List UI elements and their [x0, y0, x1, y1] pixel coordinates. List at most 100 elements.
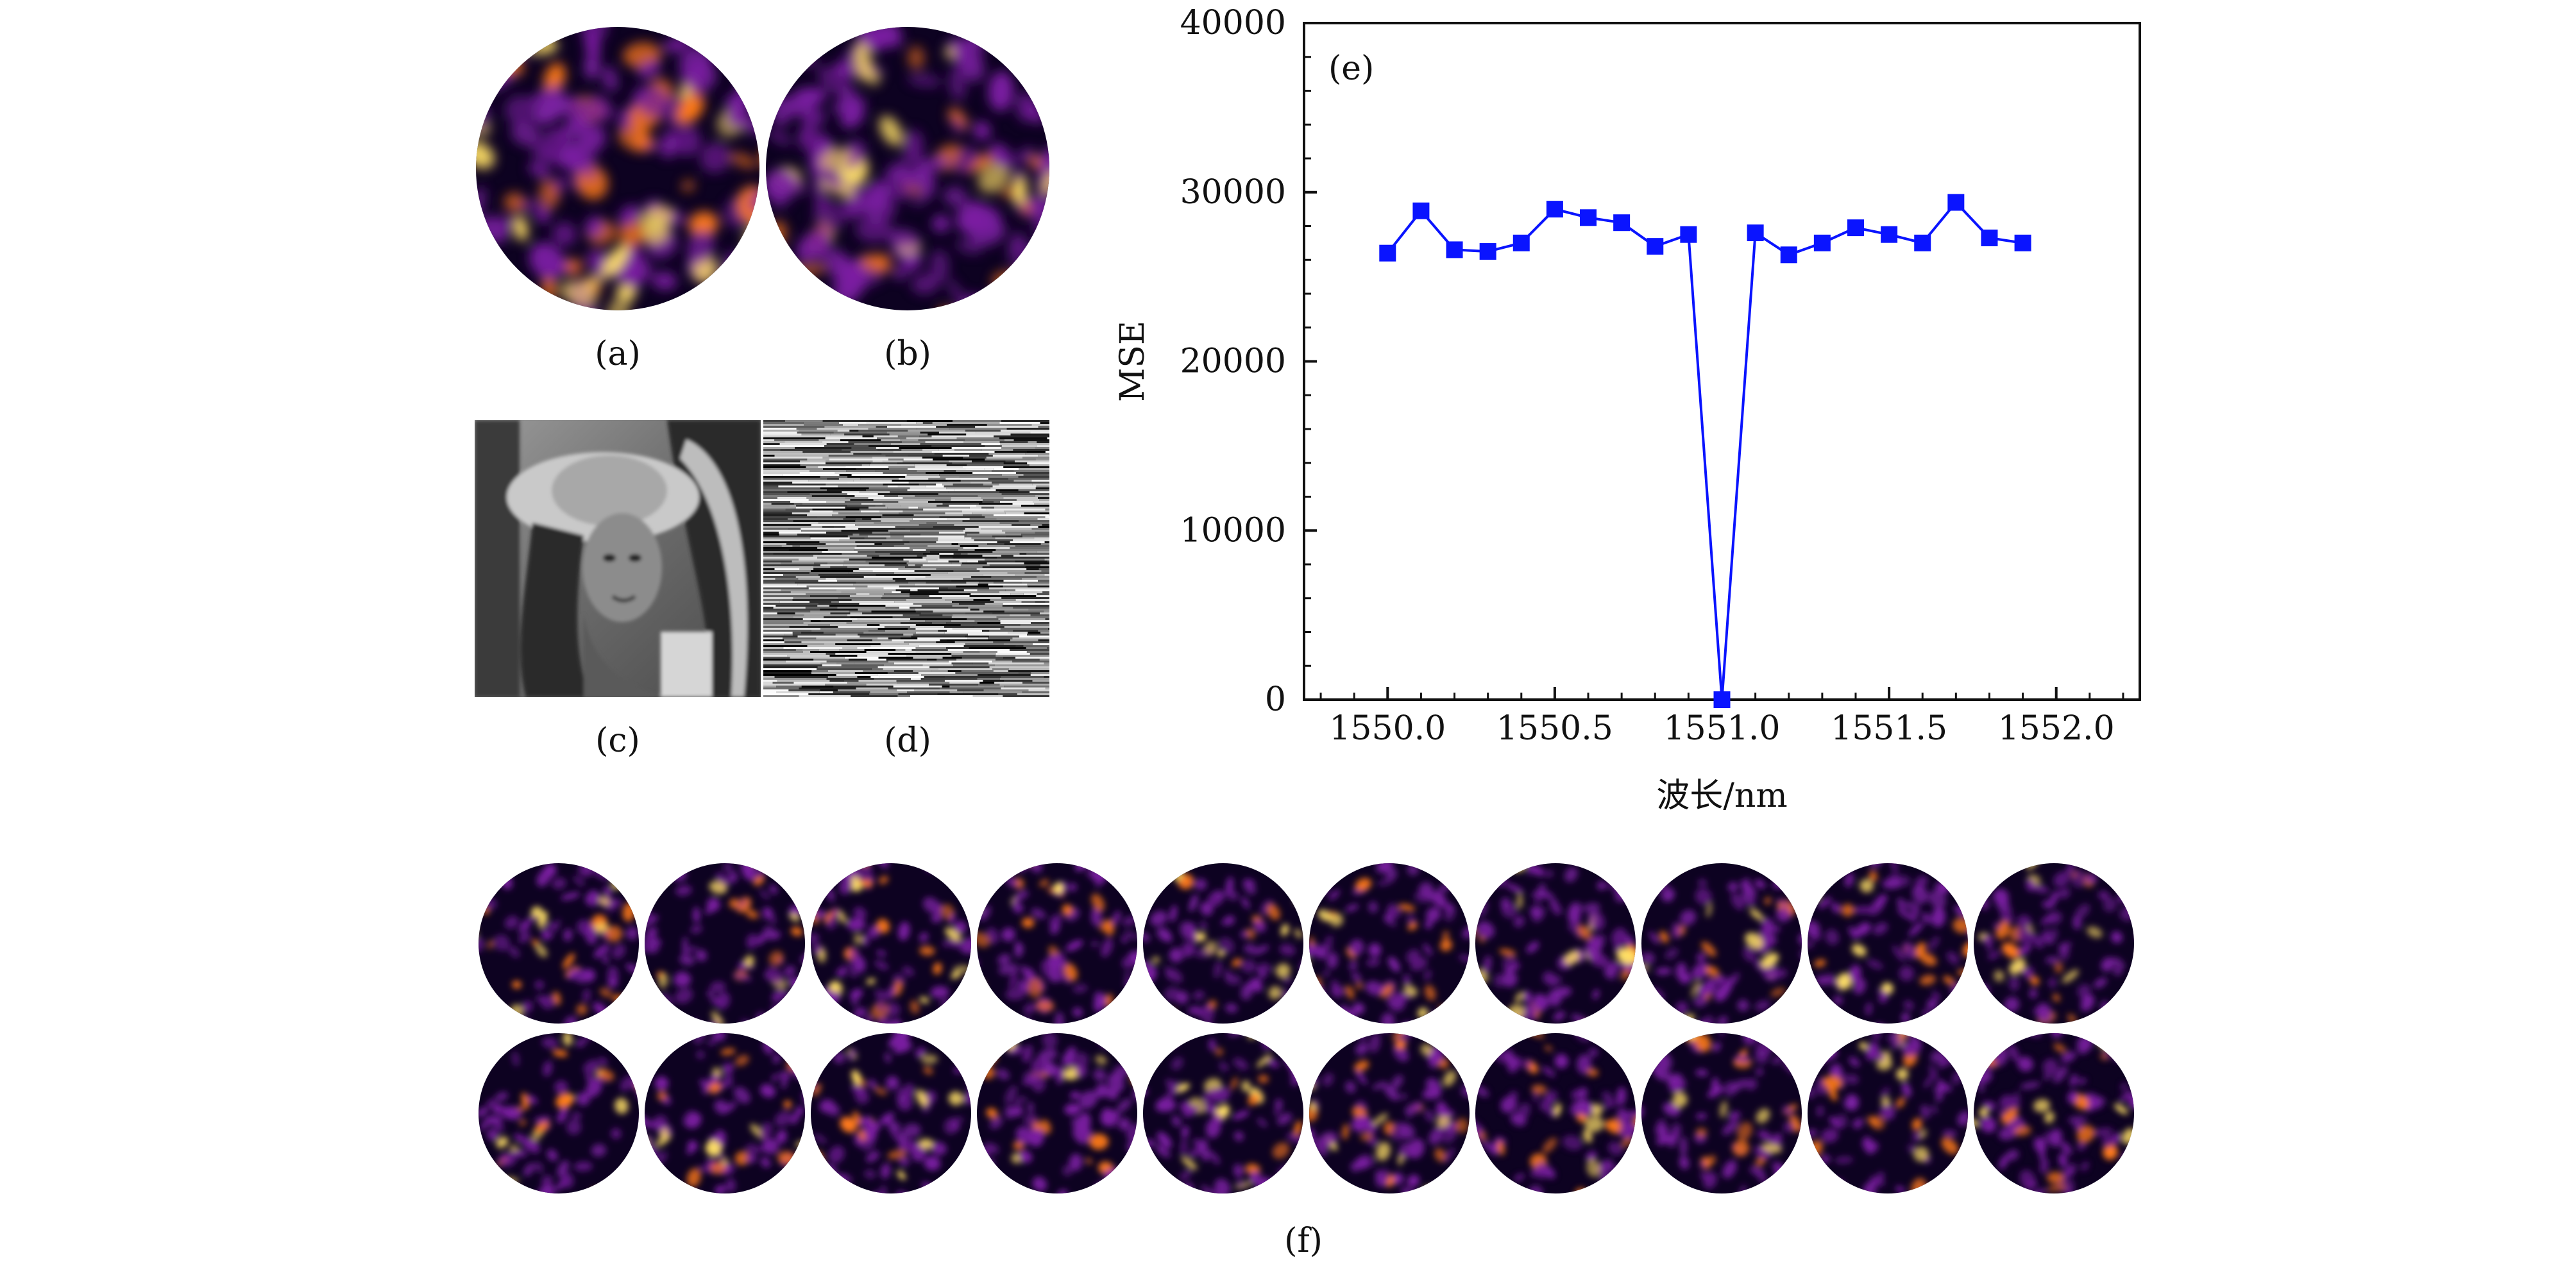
noise-streak: [920, 534, 967, 535]
noise-streak: [844, 657, 879, 659]
speckle-blob: [725, 1178, 736, 1193]
noise-streak: [988, 453, 1026, 455]
speckle-blob: [518, 931, 531, 943]
noise-streak: [902, 539, 938, 541]
speckle-blob: [1028, 1128, 1044, 1147]
noise-streak: [897, 695, 911, 697]
speckle-blob: [1727, 882, 1738, 892]
noise-streak: [915, 624, 961, 626]
noise-streak: [907, 691, 950, 693]
noise-streak: [763, 672, 811, 674]
speckle-blob: [1919, 975, 1936, 986]
speckle-blob: [952, 37, 984, 72]
noise-streak: [858, 609, 915, 611]
speckle-blob: [561, 892, 580, 900]
noise-streak: [946, 422, 1000, 424]
speckle-blob: [1762, 1143, 1782, 1153]
noise-streak: [918, 439, 965, 441]
speckle-blob: [658, 973, 668, 989]
data-point: [1747, 224, 1764, 242]
speckle-blob: [1157, 927, 1172, 941]
noise-streak: [763, 607, 774, 609]
speckle-blob: [874, 960, 889, 970]
noise-streak: [837, 430, 850, 432]
noise-streak: [807, 645, 870, 647]
speckle-blob: [1867, 959, 1883, 970]
noise-streak: [982, 555, 1001, 557]
noise-streak: [763, 668, 817, 670]
speckle-blob: [2135, 930, 2136, 949]
speckle-blob: [656, 1134, 672, 1147]
noise-streak: [833, 432, 887, 434]
noise-streak: [763, 487, 820, 489]
speckle-blob: [774, 1111, 792, 1127]
noise-streak: [1030, 653, 1049, 655]
noise-streak: [811, 670, 828, 672]
noise-streak: [847, 566, 905, 568]
noise-streak: [904, 535, 965, 537]
noise-streak: [763, 661, 786, 662]
noise-streak: [985, 686, 1004, 687]
speckle-blob: [528, 1095, 538, 1104]
speckle-blob: [1564, 866, 1578, 882]
speckle-blob: [1233, 1058, 1248, 1070]
speckle-blob: [2029, 989, 2037, 999]
noise-streak: [818, 603, 860, 605]
speckle-blob: [1649, 931, 1659, 945]
noise-streak: [813, 568, 859, 570]
speckle-blob: [1389, 995, 1405, 1012]
speckle-blob: [1616, 948, 1636, 965]
noise-streak: [967, 534, 1022, 535]
speckle-blob: [1310, 880, 1321, 896]
noise-streak: [919, 614, 943, 616]
noise-streak: [904, 528, 965, 530]
noise-streak: [774, 439, 819, 441]
speckle-blob: [1101, 938, 1114, 957]
noise-streak: [763, 474, 783, 476]
noise-streak: [977, 589, 1006, 591]
speckle-blob: [1103, 1108, 1121, 1118]
noise-streak: [799, 695, 851, 697]
noise-streak: [953, 553, 961, 555]
noise-streak: [981, 443, 1001, 445]
speckle-blob: [2062, 969, 2079, 983]
speckle-blob: [1868, 898, 1885, 916]
noise-streak: [763, 687, 799, 689]
noise-streak: [940, 476, 960, 478]
noise-streak: [854, 495, 885, 497]
plot-frame: [1303, 22, 2141, 701]
speckle-blob: [1028, 977, 1043, 999]
speckle-blob: [1870, 1115, 1885, 1130]
speckle-blob: [1219, 1062, 1229, 1072]
noise-streak: [835, 643, 881, 645]
speckle-blob: [609, 1011, 629, 1019]
noise-streak: [885, 455, 908, 457]
speckle-blob: [2053, 1066, 2068, 1083]
speckle-blob: [1870, 1176, 1885, 1186]
speckle-blob: [560, 1173, 574, 1188]
speckle-blob: [534, 1161, 544, 1173]
noise-streak: [902, 497, 951, 499]
speckle-blob: [1697, 953, 1706, 962]
speckle-blob: [1720, 1016, 1728, 1023]
noise-streak: [866, 651, 916, 653]
noise-streak: [1025, 453, 1049, 455]
noise-streak: [822, 420, 870, 422]
noise-streak: [972, 662, 989, 664]
speckle-blob: [2077, 984, 2091, 998]
speckle-blob: [1215, 1048, 1223, 1056]
speckle-blob: [860, 1116, 872, 1126]
noise-streak: [949, 505, 977, 507]
speckle-blob: [1218, 937, 1235, 954]
noise-streak: [951, 499, 983, 501]
speckle-blob: [851, 1084, 867, 1095]
noise-streak: [763, 514, 808, 516]
speckle-blob: [1526, 941, 1539, 954]
noise-streak: [892, 639, 940, 641]
speckle-blob: [1149, 1177, 1165, 1193]
speckle-blob: [760, 1157, 771, 1168]
speckle-blob: [529, 242, 565, 280]
noise-streak: [999, 684, 1049, 686]
noise-streak: [928, 561, 949, 562]
noise-streak: [907, 468, 966, 470]
